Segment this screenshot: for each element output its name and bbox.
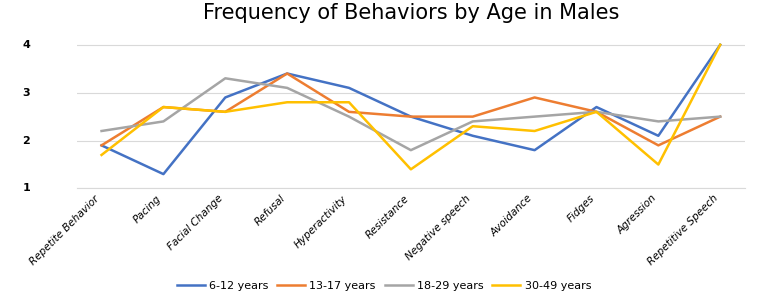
- 18-29 years: [283, 86, 292, 90]
- Title: Frequency of Behaviors by Age in Males: Frequency of Behaviors by Age in Males: [203, 3, 619, 23]
- 6-12 years: [654, 134, 663, 138]
- Text: 3: 3: [22, 88, 30, 98]
- Line: 13-17 years: 13-17 years: [101, 74, 720, 145]
- 6-12 years: [344, 86, 353, 90]
- Text: 2: 2: [22, 136, 30, 146]
- Line: 30-49 years: 30-49 years: [101, 45, 720, 169]
- 18-29 years: [530, 115, 539, 119]
- 6-12 years: [592, 105, 601, 109]
- 18-29 years: [406, 148, 415, 152]
- 30-49 years: [97, 153, 106, 157]
- 6-12 years: [220, 96, 230, 99]
- 6-12 years: [283, 72, 292, 75]
- 13-17 years: [97, 143, 106, 147]
- 18-29 years: [654, 119, 663, 123]
- Text: 4: 4: [22, 40, 30, 50]
- 18-29 years: [97, 129, 106, 133]
- Text: 1: 1: [22, 184, 30, 193]
- 13-17 years: [592, 110, 601, 114]
- 13-17 years: [283, 72, 292, 75]
- 13-17 years: [406, 115, 415, 119]
- 30-49 years: [592, 110, 601, 114]
- 18-29 years: [220, 77, 230, 80]
- 30-49 years: [406, 168, 415, 171]
- 18-29 years: [468, 119, 478, 123]
- 18-29 years: [344, 115, 353, 119]
- 13-17 years: [468, 115, 478, 119]
- 13-17 years: [716, 115, 725, 119]
- 6-12 years: [716, 43, 725, 47]
- 30-49 years: [283, 100, 292, 104]
- 13-17 years: [344, 110, 353, 114]
- Line: 6-12 years: 6-12 years: [101, 45, 720, 174]
- 18-29 years: [592, 110, 601, 114]
- 6-12 years: [97, 143, 106, 147]
- 6-12 years: [406, 115, 415, 119]
- 18-29 years: [159, 119, 168, 123]
- 30-49 years: [654, 163, 663, 166]
- 30-49 years: [530, 129, 539, 133]
- 6-12 years: [468, 134, 478, 138]
- 13-17 years: [654, 143, 663, 147]
- 18-29 years: [716, 115, 725, 119]
- 13-17 years: [159, 105, 168, 109]
- 30-49 years: [344, 100, 353, 104]
- 30-49 years: [468, 124, 478, 128]
- 30-49 years: [716, 43, 725, 47]
- 30-49 years: [220, 110, 230, 114]
- 13-17 years: [530, 96, 539, 99]
- 30-49 years: [159, 105, 168, 109]
- Legend: 6-12 years, 13-17 years, 18-29 years, 30-49 years: 6-12 years, 13-17 years, 18-29 years, 30…: [172, 277, 596, 295]
- 6-12 years: [159, 172, 168, 176]
- 13-17 years: [220, 110, 230, 114]
- Line: 18-29 years: 18-29 years: [101, 78, 720, 150]
- 6-12 years: [530, 148, 539, 152]
